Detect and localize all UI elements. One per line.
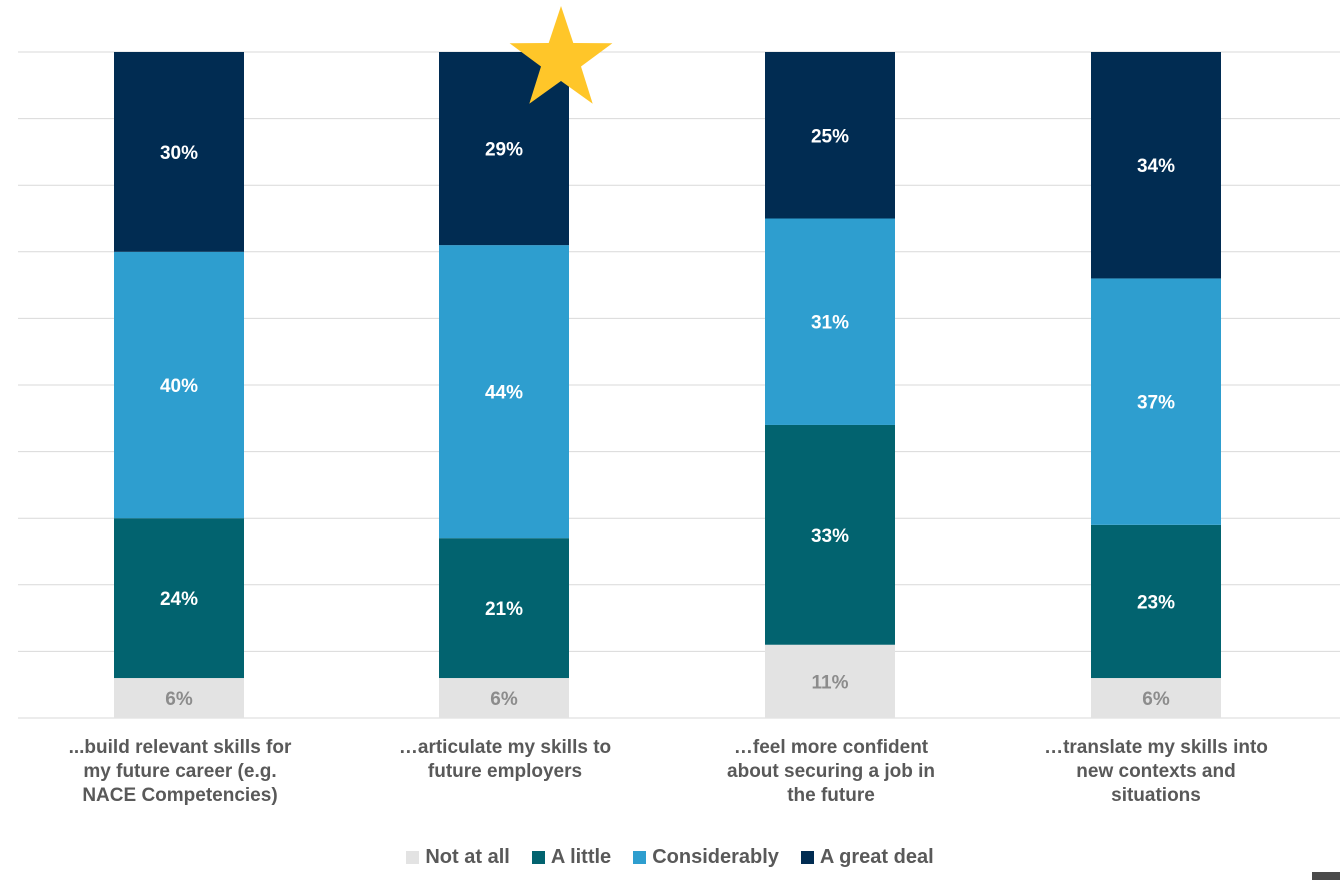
- data-label: 30%: [160, 143, 198, 164]
- bar-segment-considerably: [114, 251, 244, 519]
- data-label: 6%: [490, 689, 518, 710]
- bar-segment-a-little: [439, 538, 569, 679]
- bar-segment-a-great-deal: [1091, 52, 1221, 279]
- data-label: 34%: [1137, 156, 1175, 177]
- legend-swatch-a-little: [531, 851, 545, 864]
- data-label: 25%: [811, 126, 849, 147]
- data-label: 29%: [485, 140, 523, 161]
- data-label: 6%: [165, 689, 193, 710]
- category-label-2: …articulate my skills to future employer…: [398, 737, 612, 782]
- data-label: 37%: [1137, 393, 1175, 414]
- category-label-4: …translate my skills into new contexts a…: [1044, 737, 1268, 806]
- data-label: 6%: [1142, 689, 1170, 710]
- data-label: 44%: [485, 383, 523, 404]
- legend-item-a-great-deal: A great deal: [800, 846, 934, 869]
- data-label: 11%: [812, 672, 849, 693]
- legend-item-a-little: A little: [531, 846, 612, 869]
- category-label-1: ...build relevant skills for my future c…: [68, 737, 292, 806]
- bar-segment-considerably: [1091, 278, 1221, 525]
- bar-segment-a-little: [114, 518, 244, 679]
- star-icon: [509, 6, 613, 104]
- bar-segment-not-at-all: [439, 678, 569, 718]
- bar-segment-a-great-deal: [114, 52, 244, 252]
- legend-swatch-not-at-all: [406, 851, 420, 864]
- chart-legend: Not at all A little Considerably A great…: [0, 846, 1340, 869]
- category-label-3: …feel more confident about securing a jo…: [727, 737, 935, 806]
- bar-segment-not-at-all: [114, 678, 244, 718]
- data-label: 24%: [160, 589, 198, 610]
- legend-label-considerably: Considerably: [652, 846, 779, 868]
- data-label: 33%: [811, 526, 849, 547]
- corner-decoration: [1312, 872, 1340, 880]
- bar-segment-not-at-all: [1091, 678, 1221, 718]
- legend-label-not-at-all: Not at all: [425, 846, 510, 868]
- data-label: 40%: [160, 376, 198, 397]
- bar-segment-a-great-deal: [765, 52, 895, 219]
- bar-segment-considerably: [765, 218, 895, 425]
- data-label: 23%: [1137, 592, 1175, 613]
- bar-segment-not-at-all: [765, 644, 895, 718]
- bar-segment-a-little: [765, 424, 895, 645]
- legend-label-a-little: A little: [550, 846, 612, 868]
- legend-item-considerably: Considerably: [633, 846, 779, 869]
- bar-segment-a-little: [1091, 524, 1221, 679]
- bar-segment-considerably: [439, 245, 569, 539]
- legend-swatch-a-great-deal: [800, 851, 814, 864]
- legend-label-a-great-deal: A great deal: [819, 846, 934, 868]
- data-label: 21%: [485, 599, 523, 620]
- legend-swatch-considerably: [633, 851, 647, 864]
- legend-item-not-at-all: Not at all: [406, 846, 510, 869]
- data-label: 31%: [811, 313, 849, 334]
